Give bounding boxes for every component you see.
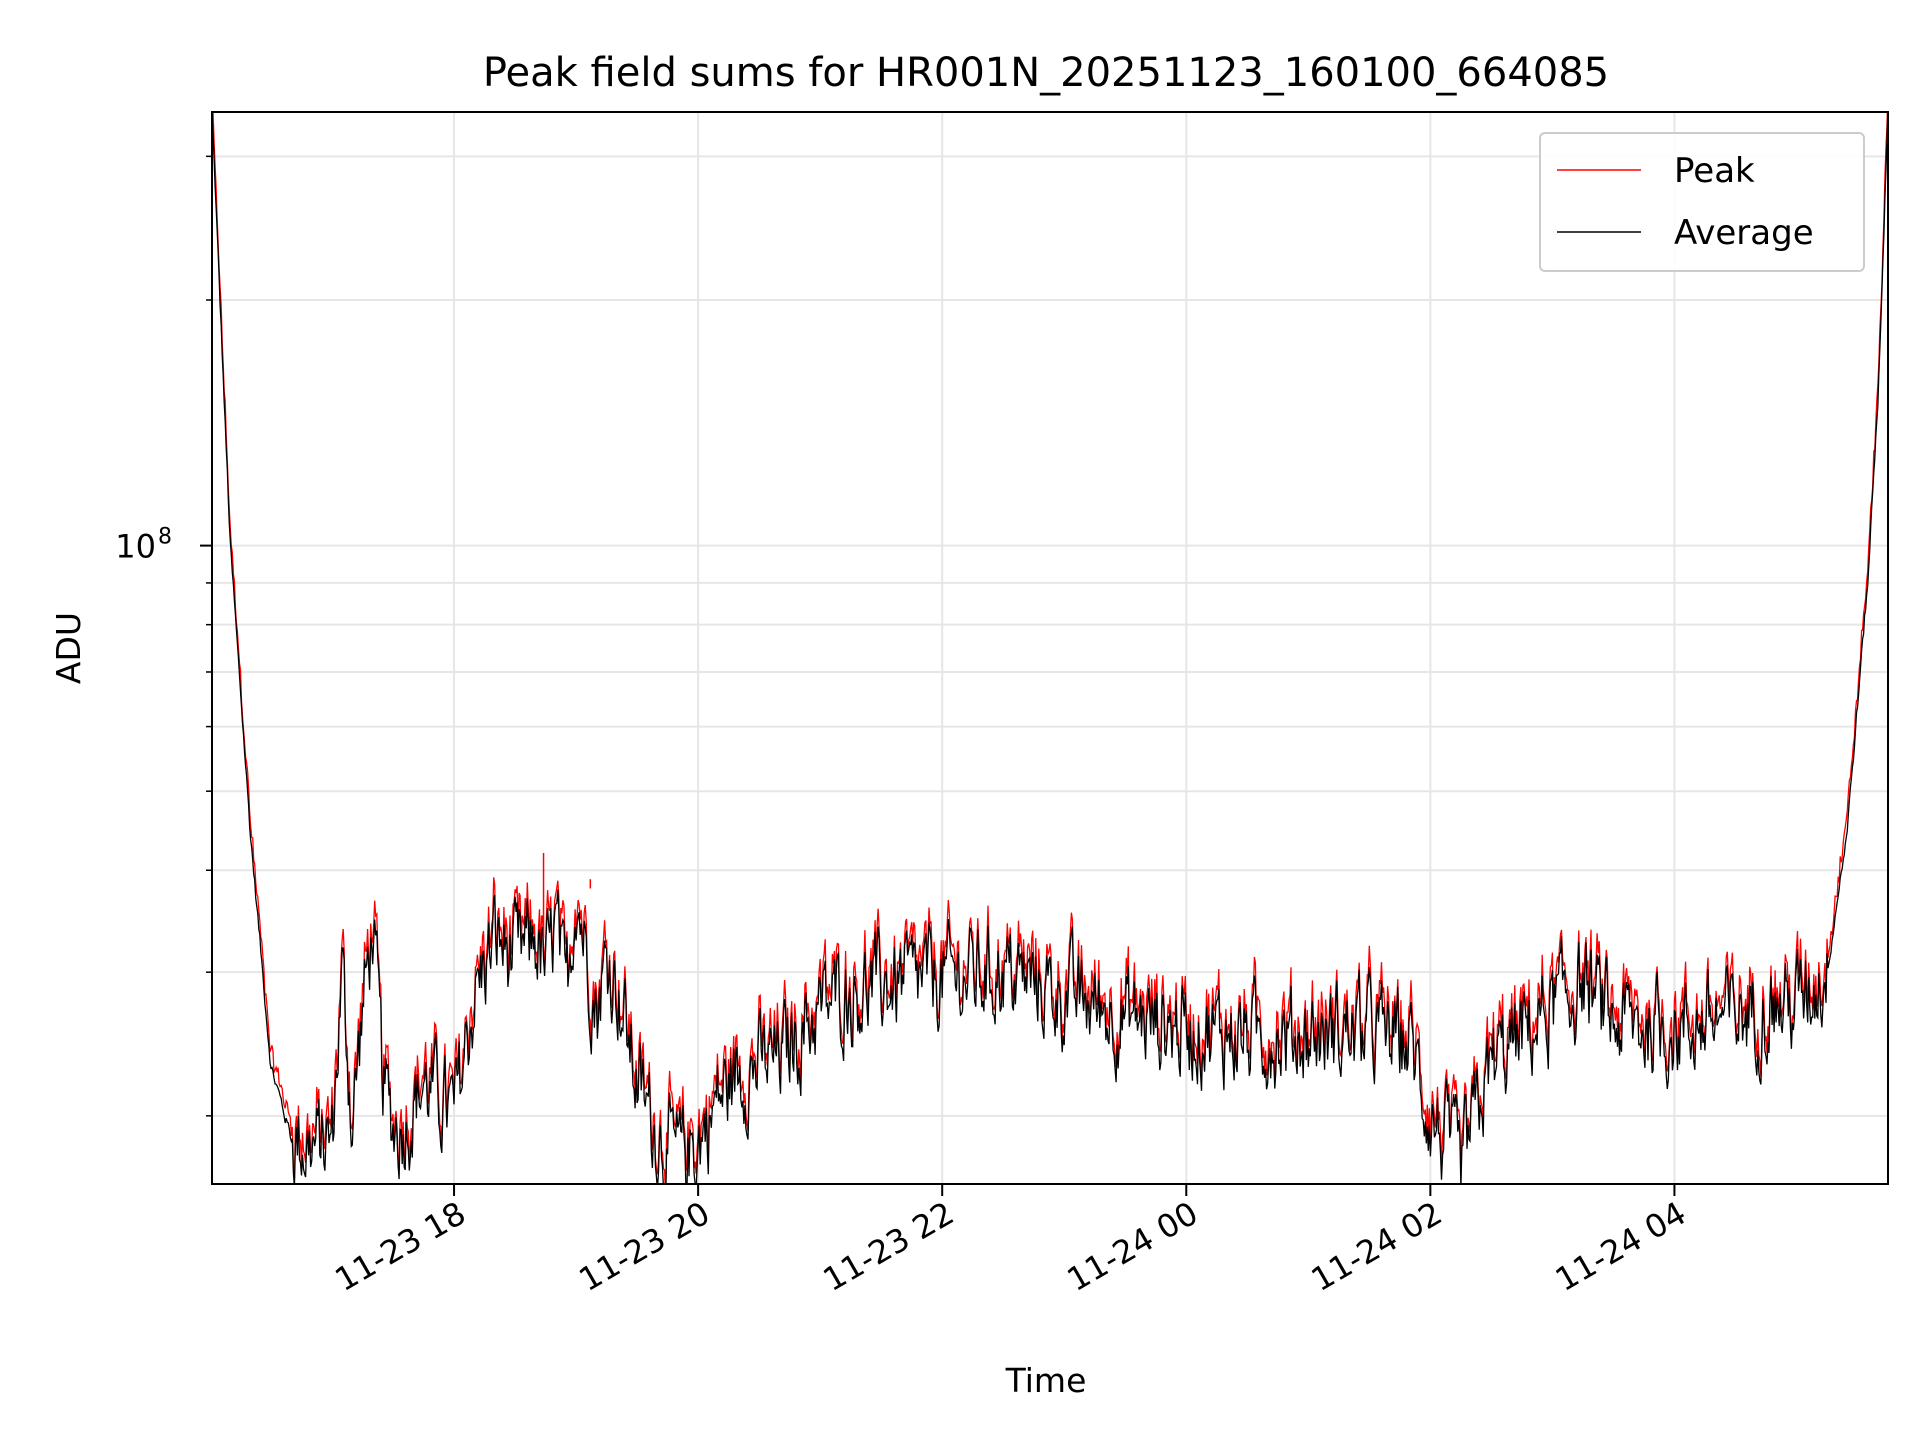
- chart-title: Peak field sums for HR001N_20251123_1601…: [483, 50, 1609, 96]
- y-axis-label: ADU: [49, 612, 88, 684]
- legend-label-peak: Peak: [1674, 151, 1755, 191]
- series-line-average: [212, 112, 1888, 1184]
- x-axis-label: Time: [1005, 1361, 1087, 1400]
- series-lines: [212, 112, 1888, 1184]
- plot-frame: [211, 111, 1889, 1185]
- legend-label-average: Average: [1674, 213, 1814, 253]
- y-tick-label-base: 10: [115, 528, 156, 566]
- legend-box: [1539, 132, 1865, 272]
- y-tick-label: 10: [115, 528, 156, 566]
- legend: Peak Average: [1539, 132, 1865, 272]
- y-tick-label-exponent: 8: [158, 525, 172, 550]
- grid: [212, 112, 1888, 1184]
